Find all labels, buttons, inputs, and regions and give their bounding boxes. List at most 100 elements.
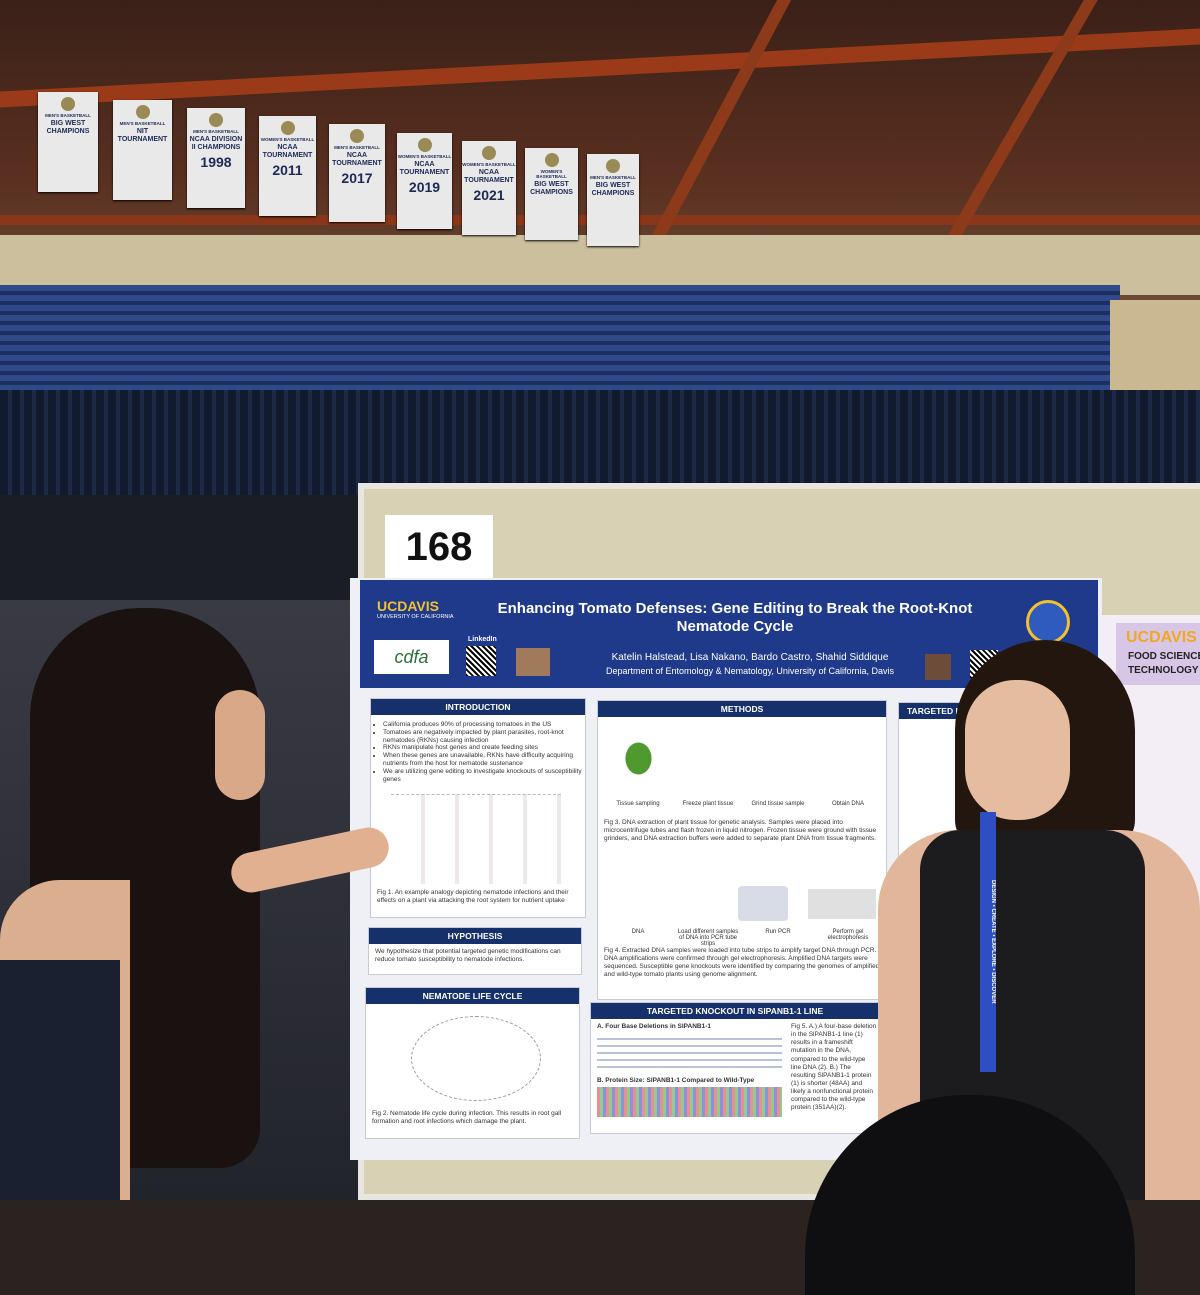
banner: WOMEN'S BASKETBALL NCAA TOURNAMENT 2019: [397, 133, 452, 229]
banner-title: NCAA TOURNAMENT: [464, 169, 514, 184]
banner: WOMEN'S BASKETBALL NCAA TOURNAMENT 2021: [462, 141, 516, 235]
intro-panel: INTRODUCTION California produces 90% of …: [370, 698, 586, 918]
analogy-figure: [391, 794, 561, 884]
bullet: When these genes are unavailable, RKNs h…: [383, 752, 585, 768]
authors: Katelin Halstead, Lisa Nakano, Bardo Cas…: [611, 652, 889, 663]
step-label: Perform gel electrophoresis: [827, 929, 869, 941]
banner-caption: MEN'S BASKETBALL: [45, 113, 91, 118]
section-heading: HYPOTHESIS: [369, 928, 581, 944]
section-heading: INTRODUCTION: [371, 699, 585, 715]
poster-number-card: 168: [385, 515, 493, 580]
step-label: Tissue sampling: [616, 801, 660, 807]
banner-year: 2019: [408, 179, 441, 195]
banner-emblem: [61, 97, 75, 111]
banner-emblem: [482, 146, 496, 160]
banner-year: 2011: [272, 162, 303, 178]
banner-emblem: [544, 153, 559, 167]
banner-title: NCAA TOURNAMENT: [399, 161, 450, 176]
methods-panel: METHODS Tissue sampling Freeze plant tiss…: [597, 700, 887, 1000]
qr-code: [466, 646, 496, 676]
banner: MEN'S BASKETBALL BIG WEST CHAMPIONS: [587, 154, 639, 246]
banner-caption: WOMEN'S BASKETBALL: [260, 137, 315, 142]
section-heading: NEMATODE LIFE CYCLE: [366, 988, 579, 1004]
step-label: DNA: [631, 929, 645, 935]
neighbor-title: TECHNOLOGY: [1128, 665, 1199, 676]
logo: UCDAVIS: [377, 598, 439, 614]
gel-figure: [808, 889, 876, 919]
banner-title: BIG WEST CHAMPIONS: [530, 181, 573, 196]
banner-title: BIG WEST CHAMPIONS: [591, 182, 635, 197]
banner-caption: MEN'S BASKETBALL: [334, 145, 380, 150]
person-left-top: [0, 960, 120, 1200]
banner-title: NCAA TOURNAMENT: [332, 152, 382, 167]
figure-caption: Fig 4. Extracted DNA samples were loaded…: [604, 947, 880, 979]
banner-caption: WOMEN'S BASKETBALL: [462, 162, 516, 167]
section-heading: TARGETED KNOCKOUT IN SlPANB1-1 LINE: [591, 1003, 879, 1019]
pcr-figure: [738, 886, 788, 921]
department: Department of Entomology & Nematology, U…: [606, 666, 894, 676]
life-cycle-panel: NEMATODE LIFE CYCLE Fig 2. Nematode life…: [365, 987, 580, 1139]
banner-caption: WOMEN'S BASKETBALL: [397, 154, 452, 159]
neighbor-title: FOOD SCIENCE: [1128, 651, 1200, 662]
step-label: Freeze plant tissue: [682, 801, 734, 807]
bullet: California produces 90% of processing to…: [383, 721, 585, 729]
step-row: DNA Load different samples of DNA into PC…: [603, 929, 883, 947]
plant-figure: [616, 731, 661, 786]
bullet: RKNs manipulate host genes and create fe…: [383, 744, 585, 752]
banner-title: BIG WEST CHAMPIONS: [46, 120, 90, 135]
figure-caption: Fig 1. An example analogy depicting nema…: [377, 889, 569, 905]
banner-emblem: [417, 138, 432, 152]
scene: 168 UCDAVIS UNIVERSITY OF CALIFORNIA cdf…: [0, 0, 1200, 1200]
headshot: [925, 654, 951, 680]
sequence-figure: [597, 1033, 782, 1071]
neighbor-header: [1116, 623, 1200, 685]
part-label: A. Four Base Deletions in SlPANB1-1: [597, 1023, 712, 1030]
cdfa-logo: cdfa: [374, 640, 449, 674]
banner-caption: MEN'S BASKETBALL: [119, 121, 166, 126]
protein-figure: [597, 1087, 782, 1117]
step-label: Run PCR: [765, 929, 791, 935]
banner-emblem: [209, 113, 223, 127]
person-right-face: [965, 680, 1070, 820]
seats: [0, 390, 1200, 500]
banner-emblem: [135, 105, 150, 119]
step-label: Obtain DNA: [831, 801, 864, 807]
banner-year: 2017: [341, 170, 373, 186]
bullet-list: California produces 90% of processing to…: [371, 721, 585, 783]
bullet: Tomatoes are negatively impacted by plan…: [383, 729, 585, 745]
banner-title: NCAA TOURNAMENT: [262, 144, 313, 159]
banner-caption: MEN'S BASKETBALL: [193, 129, 239, 134]
section-heading: METHODS: [598, 701, 886, 717]
logo-sub: UNIVERSITY OF CALIFORNIA: [377, 614, 454, 620]
bullet: We are utilizing gene editing to investi…: [383, 768, 585, 784]
person-left-face: [215, 690, 265, 800]
figure-caption: Fig 5. A.) A four-base deletion in the S…: [791, 1023, 877, 1112]
step-label: Grind tissue sample: [751, 801, 805, 807]
neighbor-logo: UCDAVIS: [1126, 629, 1197, 646]
life-cycle-figure: [411, 1016, 541, 1101]
lanyard: DESIGN • CREATE • EXPLORE • DISCOVER: [980, 812, 996, 1072]
hypothesis-text: We hypothesize that potential targeted g…: [375, 948, 561, 964]
nematology-logo: [1026, 600, 1070, 644]
banner: MEN'S BASKETBALL NCAA TOURNAMENT 2017: [329, 124, 385, 222]
banner: MEN'S BASKETBALL NIT TOURNAMENT: [113, 100, 172, 200]
banner-year: 1998: [200, 154, 232, 170]
banner-title: NCAA DIVISION II CHAMPIONS: [189, 136, 243, 151]
banner-caption: MEN'S BASKETBALL: [590, 175, 636, 180]
banner: WOMEN'S BASKETBALL BIG WEST CHAMPIONS: [525, 148, 578, 240]
banner-emblem: [350, 129, 364, 143]
banner: WOMEN'S BASKETBALL NCAA TOURNAMENT 2011: [259, 116, 316, 216]
banner: MEN'S BASKETBALL NCAA DIVISION II CHAMPIO…: [187, 108, 245, 208]
linkedin-label: LinkedIn: [468, 636, 497, 643]
banner-title: NIT TOURNAMENT: [117, 128, 168, 143]
knockout-panel: TARGETED KNOCKOUT IN SlPANB1-1 LINE A. F…: [590, 1002, 880, 1134]
figure-caption: Fig 2. Nematode life cycle during infect…: [372, 1110, 562, 1126]
poster-title: Enhancing Tomato Defenses: Gene Editing …: [497, 600, 973, 635]
banner-year: 2021: [473, 187, 505, 203]
headshot: [516, 648, 550, 676]
hypothesis-panel: HYPOTHESIS We hypothesize that potential…: [368, 927, 582, 975]
banner-emblem: [606, 159, 620, 173]
part-label: B. Protein Size: SlPANB1-1 Compared to W…: [597, 1077, 755, 1084]
banner: MEN'S BASKETBALL BIG WEST CHAMPIONS: [38, 92, 98, 192]
floor-area: [0, 495, 360, 615]
